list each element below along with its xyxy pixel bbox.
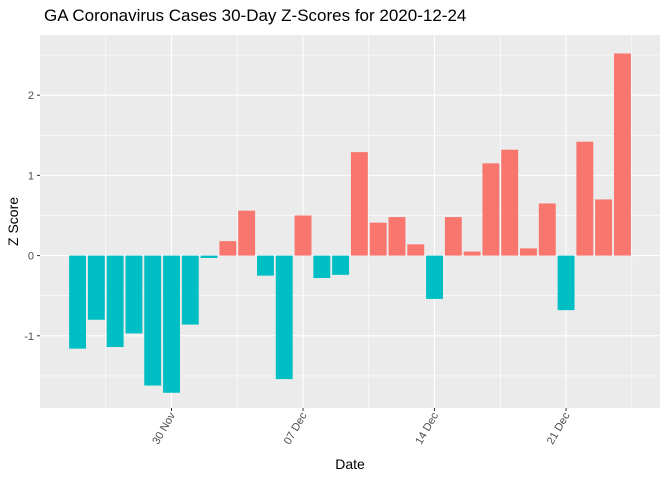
bar [294,215,312,256]
y-axis-title: Z Score [5,197,21,246]
bar [275,255,293,380]
y-axis: -1 0 1 2 [24,90,40,343]
x-tick-label: 21 Dec [545,410,573,447]
bars [69,53,631,393]
bar [106,255,124,348]
bar [444,217,462,256]
bar [595,199,613,256]
bar [144,255,162,386]
bar [313,255,331,279]
bar [538,203,556,256]
bar [163,255,180,393]
bar [501,149,519,256]
bar [257,255,274,276]
y-tick-label: 1 [28,170,34,182]
chart-title: GA Coronavirus Cases 30-Day Z-Scores for… [44,6,467,25]
bar [520,248,537,256]
y-tick-label: -1 [24,331,34,343]
bar [219,241,237,256]
x-axis-title: Date [335,456,365,472]
bar [181,255,199,325]
bar [407,244,425,256]
bar [613,53,631,256]
x-tick-label: 14 Dec [413,410,441,447]
bar [69,255,87,349]
bar [463,251,481,256]
x-tick-label: 30 Nov [150,410,178,447]
bar [350,152,368,256]
bar [369,222,387,256]
bar [332,255,350,275]
bar [576,141,594,256]
y-tick-label: 0 [28,251,34,263]
bar [125,255,143,334]
bar [482,163,500,256]
bar [200,255,218,258]
x-axis: 30 Nov 07 Dec 14 Dec 21 Dec [150,408,573,447]
bar [87,255,105,320]
bar [426,255,443,299]
x-tick-label: 07 Dec [282,410,310,447]
bar [388,217,406,256]
minor-gridlines [40,35,660,408]
plot-panel [40,35,660,408]
bar [238,210,256,256]
y-tick-label: 2 [28,90,34,102]
bar [557,255,575,311]
